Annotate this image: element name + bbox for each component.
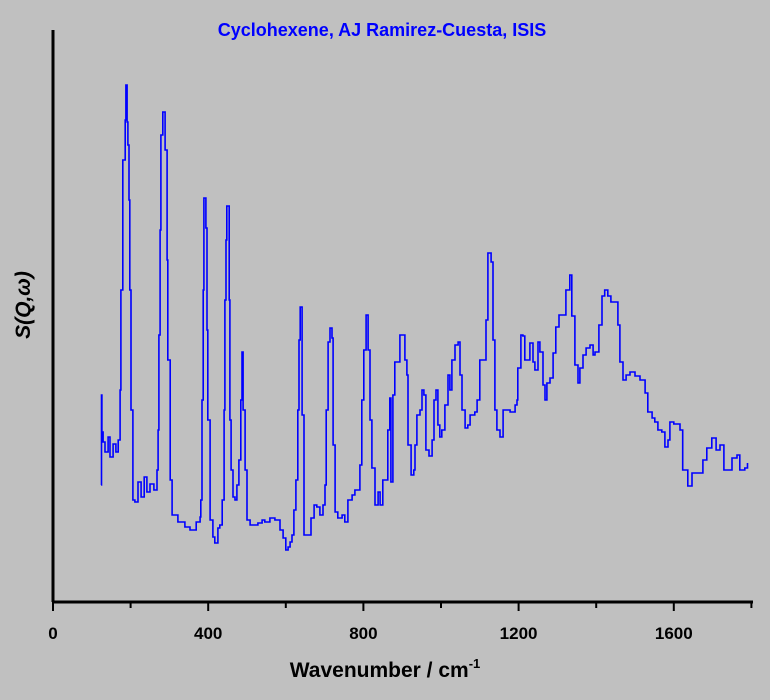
axes — [51, 30, 753, 604]
y-axis-label-omega: ω — [12, 278, 35, 296]
x-ticks — [52, 602, 753, 611]
chart-title: Cyclohexene, AJ Ramirez-Cuesta, ISIS — [218, 20, 546, 40]
x-tick-label: 800 — [349, 624, 377, 643]
x-tick-label: 1200 — [500, 624, 538, 643]
x-axis-label-superscript: -1 — [469, 656, 481, 671]
y-axis-label-prefix: S(Q, — [12, 296, 35, 339]
y-axis-label-suffix: ) — [12, 271, 35, 280]
y-axis-label: S(Q,ω) — [12, 271, 35, 339]
x-axis-label-text: Wavenumber / cm — [290, 659, 469, 682]
x-tick-label: 0 — [48, 624, 57, 643]
series-line-spectrum — [100, 84, 749, 551]
x-tick-label: 1600 — [655, 624, 693, 643]
x-axis-label: Wavenumber / cm-1 — [290, 656, 481, 682]
x-tick-labels: 0 400 800 1200 1600 — [48, 624, 692, 643]
x-tick-label: 400 — [194, 624, 222, 643]
